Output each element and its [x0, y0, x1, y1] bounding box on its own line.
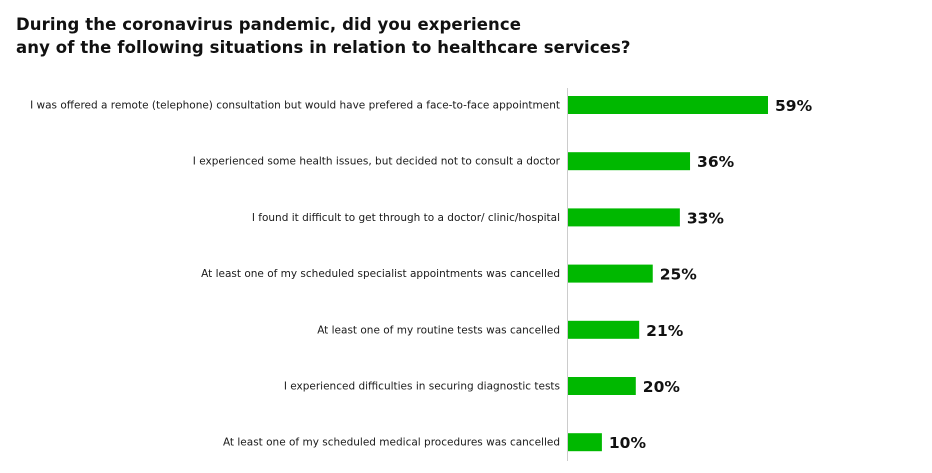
- category-label: At least one of my scheduled medical pro…: [223, 437, 560, 449]
- category-label: At least one of my scheduled specialist …: [201, 268, 560, 280]
- bar: [568, 377, 636, 395]
- bar: [568, 433, 602, 452]
- value-label: 21%: [646, 322, 684, 340]
- value-label: 20%: [643, 378, 681, 396]
- chart-title-line-2: any of the following situations in relat…: [16, 38, 631, 57]
- bar: [568, 152, 691, 171]
- category-label: I experienced difficulties in securing d…: [284, 381, 560, 393]
- category-label: I was offered a remote (telephone) consu…: [30, 100, 560, 112]
- bar-row: At least one of my scheduled medical pro…: [223, 433, 647, 452]
- bar: [568, 96, 768, 114]
- category-label: At least one of my routine tests was can…: [317, 324, 560, 336]
- value-label: 10%: [609, 434, 647, 452]
- value-label: 25%: [660, 266, 698, 284]
- value-label: 33%: [687, 209, 725, 227]
- category-label: I found it difficult to get through to a…: [252, 212, 560, 224]
- chart-title: During the coronavirus pandemic, did you…: [16, 13, 636, 59]
- bar-row: I experienced some health issues, but de…: [193, 152, 735, 171]
- bar-row: I was offered a remote (telephone) consu…: [30, 96, 813, 115]
- bar-row: At least one of my routine tests was can…: [317, 320, 684, 340]
- bar: [568, 208, 680, 227]
- bar: [568, 320, 640, 339]
- bar-row: I found it difficult to get through to a…: [252, 208, 725, 227]
- bar-row: I experienced difficulties in securing d…: [284, 377, 681, 396]
- bar: [568, 264, 653, 283]
- category-label: I experienced some health issues, but de…: [193, 156, 561, 168]
- value-label: 36%: [697, 153, 735, 171]
- chart-title-line-1: During the coronavirus pandemic, did you…: [16, 15, 522, 34]
- value-label: 59%: [775, 97, 813, 115]
- bar-row: At least one of my scheduled specialist …: [201, 264, 698, 284]
